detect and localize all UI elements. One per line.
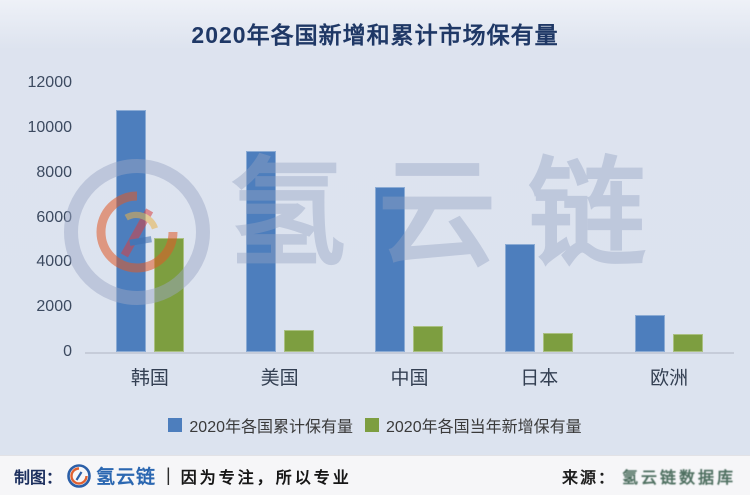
plot-groups: 韩国 美国 中国 日本 欧洲 — [85, 83, 734, 389]
bar-new-2 — [283, 329, 314, 352]
y-tick-label: 4000 — [36, 253, 72, 271]
x-axis-label: 欧洲 — [650, 368, 689, 389]
bar-cumulative-2 — [245, 151, 276, 352]
bar-new-4 — [543, 332, 574, 352]
footer: 制图： 氢云链 | 因为专注，所以专业 来源： 氢云链数据库 — [0, 455, 750, 495]
bar-group-2: 美国 — [245, 83, 314, 389]
legend-item-2: 2020年各国当年新增保有量 — [365, 413, 582, 437]
x-axis-label: 美国 — [260, 368, 299, 389]
y-axis: 0 2000 4000 6000 8000 10000 12000 — [0, 74, 78, 360]
bar-group-5: 欧洲 — [635, 83, 704, 389]
y-tick-label: 6000 — [36, 208, 72, 226]
legend: 2020年各国累计保有量 2020年各国当年新增保有量 — [0, 413, 750, 437]
legend-label: 2020年各国累计保有量 — [189, 419, 353, 436]
y-tick-label: 0 — [63, 343, 72, 360]
bar-new-3 — [413, 326, 444, 352]
x-axis-label: 日本 — [520, 368, 559, 389]
bar-group-3: 中国 — [375, 83, 444, 389]
bar-new-1 — [153, 237, 184, 352]
brand-logo-icon — [67, 463, 91, 488]
footer-left: 制图： 氢云链 | 因为专注，所以专业 — [14, 462, 352, 489]
y-tick-label: 12000 — [27, 74, 73, 91]
x-axis-label: 韩国 — [130, 368, 169, 389]
made-by-label: 制图： — [14, 469, 63, 487]
legend-swatch — [168, 418, 183, 432]
footer-slogan: 因为专注，所以专业 — [180, 469, 352, 487]
bar-cumulative-1 — [115, 109, 146, 352]
bar-cumulative-3 — [375, 187, 406, 352]
legend-swatch — [365, 418, 379, 432]
y-tick-label: 8000 — [36, 163, 72, 181]
y-tick-label: 2000 — [36, 298, 72, 316]
plot-area: 韩国 美国 中国 日本 欧洲 — [85, 83, 734, 389]
footer-right: 来源： 氢云链数据库 — [562, 464, 736, 488]
legend-label: 2020年各国当年新增保有量 — [386, 419, 582, 436]
bar-group-4: 日本 — [505, 83, 574, 389]
source-value: 氢云链数据库 — [621, 469, 736, 487]
legend-item-1: 2020年各国累计保有量 — [168, 413, 353, 437]
source-label: 来源： — [561, 469, 616, 487]
x-axis-label: 中国 — [390, 368, 429, 389]
bar-group-1: 韩国 — [115, 83, 184, 389]
footer-divider: | — [166, 465, 171, 485]
brand-name: 氢云链 — [96, 467, 157, 488]
y-tick-label: 10000 — [27, 118, 73, 136]
bar-cumulative-4 — [505, 244, 536, 352]
bar-new-5 — [673, 334, 704, 352]
chart-title: 2020年各国新增和累计市场保有量 — [191, 22, 559, 48]
bar-cumulative-5 — [635, 315, 666, 352]
